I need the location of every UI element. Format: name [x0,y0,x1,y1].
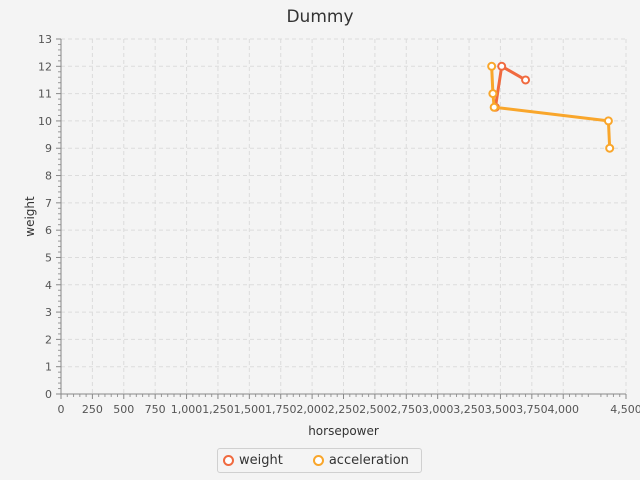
data-point-weight [521,75,531,85]
y-tick-label: 11 [38,88,52,101]
axes: 0 250 500 750 1,000 1,250 1,500 1,750 2,000 2,250… [38,33,640,416]
x-tick-label: 500 [113,403,134,416]
x-tick-label: 3,500 [485,403,517,416]
grid-lines [61,38,627,394]
y-tick-label: 8 [45,170,52,183]
legend-label: weight [239,453,283,468]
x-tick-label: 0 [58,403,65,416]
x-tick-label: 2,750 [391,403,423,416]
y-tick-label: 12 [38,60,52,73]
y-tick-label: 13 [38,33,52,46]
legend-item-acceleration[interactable]: acceleration [312,453,409,468]
y-tick-label: 0 [45,388,52,401]
x-tick-label: 250 [82,403,103,416]
y-tick-label: 9 [45,142,52,155]
legend-marker-icon [223,455,234,466]
x-tick-label: 1,500 [234,403,266,416]
chart-legend: weight acceleration [217,448,422,473]
data-point-acceleration [603,116,613,126]
x-tick-label: 1,250 [202,403,234,416]
series-acceleration [487,61,615,153]
legend-label: acceleration [328,453,409,468]
legend-item-weight[interactable]: weight [223,453,283,468]
y-tick-label: 5 [45,251,52,264]
x-tick-label: 3,250 [453,403,485,416]
x-tick-label: 3,000 [422,403,454,416]
x-tick-label: 1,750 [265,403,297,416]
x-tick-label: 750 [145,403,166,416]
x-tick-label: 2,000 [296,403,328,416]
chart-title: Dummy [286,7,354,27]
legend-marker-icon [312,455,324,466]
data-point-acceleration [605,143,615,153]
y-axis-title: weight [23,196,37,237]
y-tick-label: 4 [45,279,52,292]
y-tick-label: 1 [45,361,52,374]
data-point-acceleration [488,89,498,99]
x-tick-label: 2,500 [359,403,391,416]
y-tick-label: 2 [45,333,52,346]
data-point-acceleration [489,102,499,112]
data-point-weight [497,61,507,71]
y-tick-label: 7 [45,197,52,210]
series-layer [487,61,615,153]
x-axis-title: horsepower [308,424,379,438]
x-tick-label: 4,000 [547,403,579,416]
y-tick-label: 6 [45,224,52,237]
x-tick-label: 1,000 [171,403,203,416]
x-tick-label: 3,750 [516,403,548,416]
x-tick-label: 2,250 [328,403,360,416]
y-tick-label: 10 [38,115,52,128]
x-tick-label: 4,500 [610,403,640,416]
y-tick-label: 3 [45,306,52,319]
data-point-acceleration [487,61,497,71]
